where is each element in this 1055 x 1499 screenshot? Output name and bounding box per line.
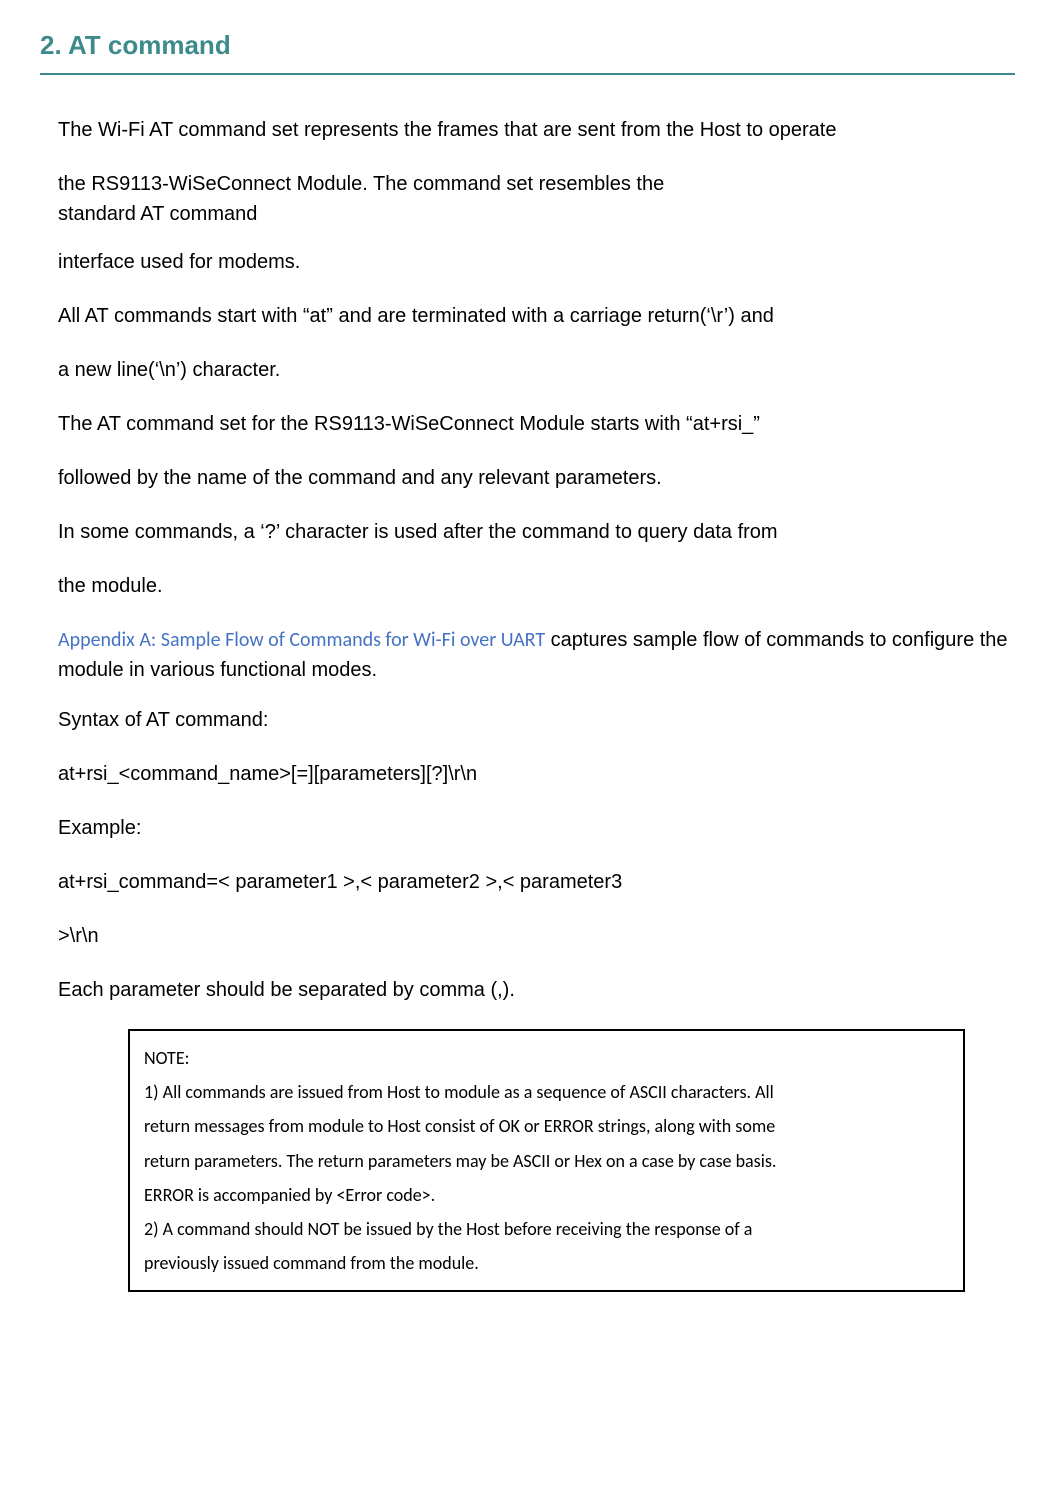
note-line: previously issued command from the modul… <box>144 1246 949 1280</box>
note-line: 2) A command should NOT be issued by the… <box>144 1212 949 1246</box>
paragraph: The AT command set for the RS9113-WiSeCo… <box>58 409 1015 439</box>
paragraph: the module. <box>58 571 1015 601</box>
paragraph: In some commands, a ‘?’ character is use… <box>58 517 1015 547</box>
heading-text: 2. AT command <box>40 30 231 60</box>
paragraph: Syntax of AT command: <box>58 705 1015 735</box>
note-line: ERROR is accompanied by <Error code>. <box>144 1178 949 1212</box>
paragraph: at+rsi_command=< parameter1 >,< paramete… <box>58 867 1015 897</box>
paragraph: Example: <box>58 813 1015 843</box>
heading-rule <box>40 73 1015 75</box>
paragraph: All AT commands start with “at” and are … <box>58 301 1015 331</box>
document-body: The Wi-Fi AT command set represents the … <box>58 115 1015 1292</box>
note-line: return parameters. The return parameters… <box>144 1144 949 1178</box>
paragraph: Each parameter should be separated by co… <box>58 975 1015 1005</box>
note-line: 1) All commands are issued from Host to … <box>144 1075 949 1109</box>
paragraph: interface used for modems. <box>58 247 1015 277</box>
paragraph: followed by the name of the command and … <box>58 463 1015 493</box>
note-line: return messages from module to Host cons… <box>144 1109 949 1143</box>
paragraph: at+rsi_<command_name>[=][parameters][?]\… <box>58 759 1015 789</box>
note-box: NOTE: 1) All commands are issued from Ho… <box>128 1029 965 1292</box>
text-line: the RS9113-WiSeConnect Module. The comma… <box>58 173 664 195</box>
paragraph: The Wi-Fi AT command set represents the … <box>58 115 1015 145</box>
text-line: standard AT command <box>58 203 257 225</box>
section-heading: 2. AT command <box>40 30 1015 61</box>
appendix-link[interactable]: Appendix A: Sample Flow of Commands for … <box>58 628 545 652</box>
note-title: NOTE: <box>144 1041 949 1075</box>
paragraph: Appendix A: Sample Flow of Commands for … <box>58 625 1015 685</box>
paragraph: a new line(‘\n’) character. <box>58 355 1015 385</box>
paragraph: the RS9113-WiSeConnect Module. The comma… <box>58 169 1015 229</box>
paragraph: >\r\n <box>58 921 1015 951</box>
